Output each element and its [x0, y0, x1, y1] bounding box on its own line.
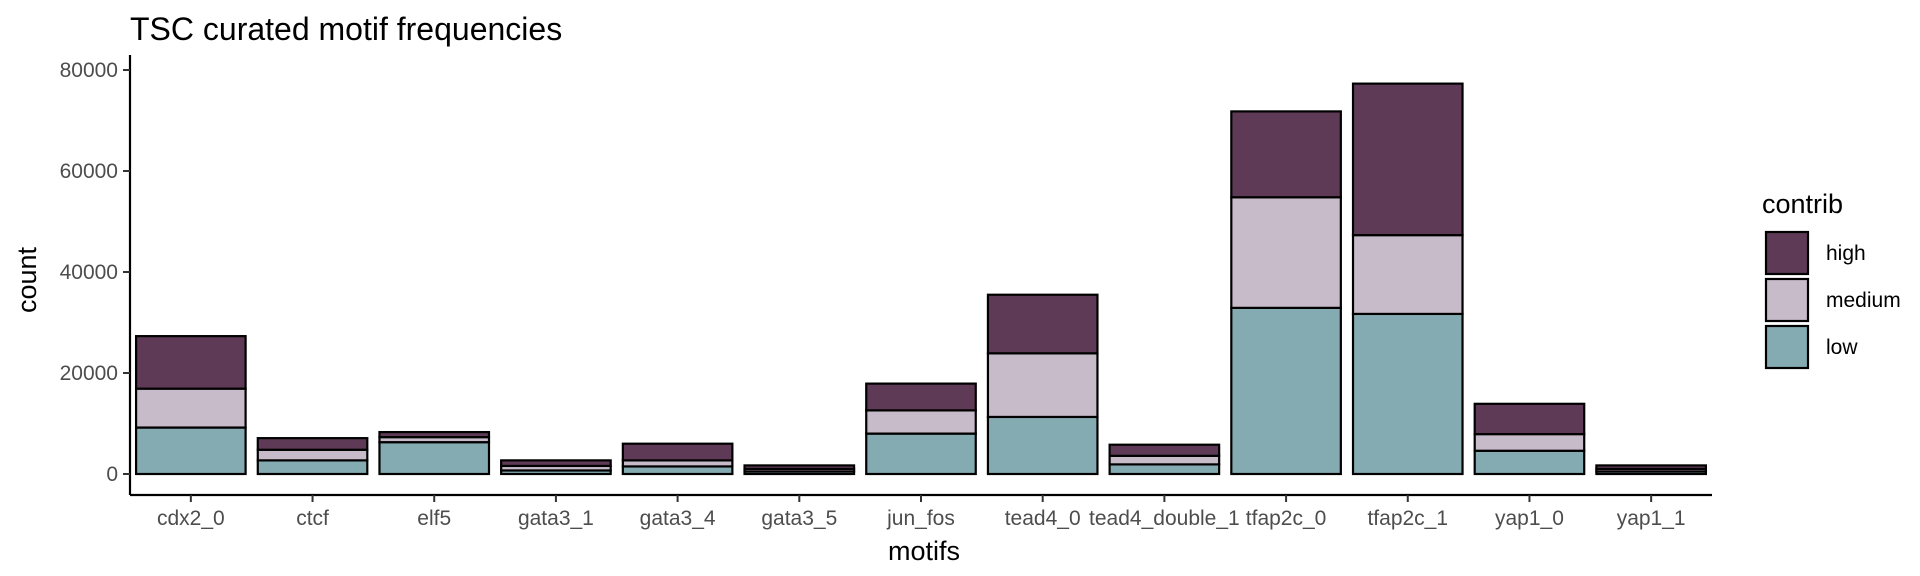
bar-gata3_5-high	[743, 464, 856, 471]
x-axis-title: motifs	[888, 536, 960, 566]
bar-tfap2c_0-medium	[1230, 196, 1342, 309]
bar-jun_fos-low	[865, 432, 977, 476]
y-tick-label: 80000	[60, 59, 118, 82]
legend-swatch-low	[1764, 324, 1810, 370]
legend-swatch-high	[1764, 230, 1810, 276]
x-tick-label: tfap2c_0	[1246, 507, 1327, 530]
bar-cdx2_0-high	[134, 335, 247, 390]
legend: contrib high medium low	[1762, 189, 1901, 370]
bar-ctcf-medium	[256, 448, 369, 462]
x-tick-label: jun_fos	[886, 507, 955, 530]
bar-gata3_4-low	[621, 465, 734, 476]
bar-gata3_4-high	[621, 442, 734, 462]
bar-yap1_0-medium	[1473, 433, 1586, 452]
bar-tfap2c_1-high	[1351, 82, 1464, 237]
x-tick-label: tead4_double_1	[1089, 507, 1240, 530]
bar-tfap2c_1-low	[1351, 312, 1464, 476]
bar-cdx2_0-medium	[134, 387, 247, 429]
x-tick-label: gata3_1	[518, 507, 594, 530]
bar-gata3_1-high	[500, 459, 612, 468]
bar-cdx2_0-low	[134, 426, 247, 476]
x-tick-label: yap1_0	[1495, 507, 1564, 530]
x-tick-label: ctcf	[296, 507, 329, 530]
bar-elf5-low	[378, 441, 491, 476]
x-tick-label: elf5	[417, 507, 451, 530]
bar-tead4_0-high	[986, 293, 1099, 355]
bars-layer	[134, 82, 1708, 476]
legend-label-high: high	[1826, 242, 1866, 265]
x-tick-label: tead4_0	[1005, 507, 1081, 530]
y-tick-label: 0	[106, 463, 118, 486]
x-tick-label: tfap2c_1	[1367, 507, 1448, 530]
legend-title: contrib	[1762, 189, 1843, 219]
bar-tfap2c_0-low	[1230, 306, 1342, 476]
bar-jun_fos-medium	[865, 409, 977, 435]
y-tick-label: 20000	[60, 362, 118, 385]
legend-swatch-medium	[1764, 277, 1810, 323]
x-tick-label: gata3_4	[640, 507, 716, 530]
bar-jun_fos-high	[865, 382, 977, 412]
axes-layer: 0 20000 40000 60000 80000 cdx2_0 ctcf elf5 gata3…	[60, 55, 1712, 530]
bar-ctcf-high	[256, 437, 369, 451]
bar-tead4_double_1-low	[1108, 463, 1221, 476]
bar-yap1_0-high	[1473, 402, 1586, 436]
y-axis-title: count	[12, 246, 42, 313]
y-tick-label: 40000	[60, 261, 118, 284]
chart-title: TSC curated motif frequencies	[130, 11, 562, 47]
bar-tead4_0-medium	[986, 352, 1099, 419]
legend-label-low: low	[1826, 336, 1858, 359]
bar-tead4_0-low	[986, 415, 1099, 476]
bar-tead4_double_1-medium	[1108, 454, 1221, 466]
bar-tfap2c_0-high	[1230, 110, 1342, 199]
bar-yap1_1-high	[1595, 464, 1708, 471]
x-tick-label: gata3_5	[761, 507, 837, 530]
bar-ctcf-low	[256, 459, 369, 476]
bar-tfap2c_1-medium	[1351, 234, 1464, 316]
bar-yap1_0-low	[1473, 449, 1586, 476]
x-tick-label: cdx2_0	[157, 507, 225, 530]
bar-elf5-high	[378, 430, 491, 439]
y-tick-label: 60000	[60, 160, 118, 183]
legend-label-medium: medium	[1826, 289, 1901, 312]
x-tick-label: yap1_1	[1617, 507, 1686, 530]
bar-tead4_double_1-high	[1108, 443, 1221, 457]
